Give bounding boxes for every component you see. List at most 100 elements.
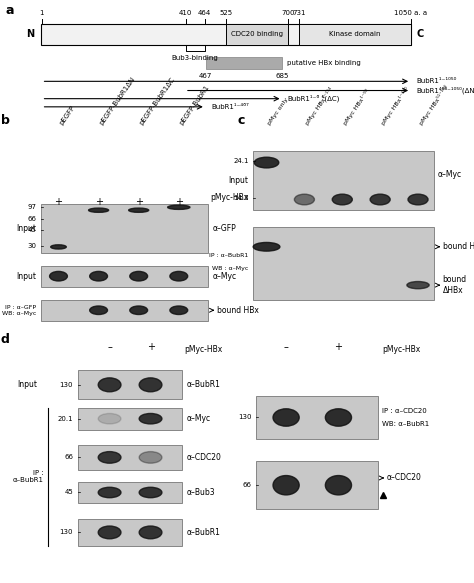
Text: IP : α–CDC20: IP : α–CDC20 (382, 409, 427, 415)
Text: +: + (135, 196, 143, 207)
Text: +: + (175, 196, 183, 207)
Bar (253, 227, 434, 300)
Text: N: N (26, 29, 34, 40)
Text: pMyc HBx¹⁻⁹⁰: pMyc HBx¹⁻⁹⁰ (342, 89, 371, 127)
Bar (78, 519, 182, 546)
Ellipse shape (130, 272, 147, 281)
Ellipse shape (139, 413, 162, 424)
Text: d: d (0, 333, 9, 346)
Ellipse shape (98, 526, 121, 539)
Text: 130: 130 (238, 415, 251, 420)
Text: pMyc HBx¹⁻¹⁰⁰: pMyc HBx¹⁻¹⁰⁰ (380, 86, 410, 127)
Text: putative HBx binding: putative HBx binding (287, 60, 361, 66)
Ellipse shape (254, 157, 279, 168)
Bar (41, 204, 208, 253)
Ellipse shape (90, 306, 108, 314)
Text: WB: α–BubR1: WB: α–BubR1 (382, 420, 429, 427)
Bar (41, 266, 208, 287)
Ellipse shape (325, 409, 352, 426)
Text: α–Myc: α–Myc (212, 272, 237, 280)
Text: 525: 525 (219, 10, 233, 16)
Ellipse shape (370, 194, 390, 205)
Text: +: + (55, 196, 63, 207)
Text: 66: 66 (242, 482, 251, 488)
Text: C: C (416, 29, 424, 40)
Ellipse shape (128, 208, 149, 212)
Text: 130: 130 (60, 382, 73, 388)
Text: a: a (6, 4, 14, 17)
Text: 45: 45 (27, 227, 36, 233)
Bar (255, 461, 378, 510)
Text: α–BubR1: α–BubR1 (187, 380, 221, 389)
Text: 97: 97 (27, 204, 36, 210)
Text: +: + (146, 342, 155, 353)
Text: pEGFP-BubR1ΔN: pEGFP-BubR1ΔN (99, 76, 137, 127)
Bar (41, 300, 208, 321)
Bar (206, 57, 283, 69)
Bar (226, 24, 288, 45)
Text: α–Myc: α–Myc (438, 170, 462, 179)
Text: Bub3-binding: Bub3-binding (172, 55, 219, 61)
Ellipse shape (98, 413, 121, 424)
Text: Input: Input (18, 380, 37, 389)
Ellipse shape (170, 272, 188, 281)
Bar (255, 396, 378, 439)
Text: b: b (0, 114, 9, 128)
Text: bound
ΔHBx: bound ΔHBx (443, 275, 466, 295)
Text: 24.1: 24.1 (233, 159, 249, 164)
Ellipse shape (168, 205, 190, 209)
Text: BubR1¹⁻¹⁰⁵⁰: BubR1¹⁻¹⁰⁵⁰ (416, 78, 457, 85)
Text: 14.3: 14.3 (233, 195, 249, 201)
Text: pEGFP: pEGFP (58, 105, 76, 127)
Text: WB : α–Myc: WB : α–Myc (212, 266, 249, 271)
Text: pMyc-HBx: pMyc-HBx (210, 193, 248, 202)
Text: BubR1¹⁻⁴⁶⁷: BubR1¹⁻⁴⁶⁷ (211, 104, 249, 110)
Bar (78, 445, 182, 469)
Text: IP : α–GFP: IP : α–GFP (5, 304, 36, 310)
Text: –: – (107, 342, 112, 353)
Text: Input: Input (16, 224, 36, 233)
Ellipse shape (130, 306, 147, 314)
Ellipse shape (98, 378, 121, 392)
Text: 45: 45 (64, 490, 73, 496)
Text: 731: 731 (292, 10, 305, 16)
Text: pMyc-HBx: pMyc-HBx (185, 345, 223, 354)
Bar (41, 24, 411, 45)
Text: 467: 467 (199, 73, 212, 79)
Ellipse shape (50, 272, 67, 281)
Text: 1050 a. a: 1050 a. a (394, 10, 428, 16)
Text: IP :
α–BubR1: IP : α–BubR1 (13, 470, 44, 483)
Text: WB: α–Myc: WB: α–Myc (2, 311, 36, 316)
Text: pMyc only: pMyc only (266, 97, 289, 126)
Text: +: + (95, 196, 102, 207)
Text: bound HBx: bound HBx (217, 305, 258, 315)
Text: α–Bub3: α–Bub3 (187, 488, 216, 497)
Bar (253, 150, 434, 210)
Bar (78, 370, 182, 399)
Text: 700: 700 (281, 10, 294, 16)
Text: 66: 66 (27, 216, 36, 222)
Text: +: + (335, 342, 342, 353)
Text: α–Myc: α–Myc (187, 414, 211, 423)
Text: α–CDC20: α–CDC20 (386, 473, 421, 483)
Ellipse shape (90, 272, 108, 281)
Text: CDC20 binding: CDC20 binding (231, 31, 283, 37)
Text: pMyc HBx¹⁻¹⁵⁴: pMyc HBx¹⁻¹⁵⁴ (304, 86, 335, 127)
Text: 410: 410 (179, 10, 192, 16)
Ellipse shape (139, 526, 162, 539)
Text: c: c (237, 114, 245, 128)
Text: pMyc HBx⁵¹⁻¹⁵⁴: pMyc HBx⁵¹⁻¹⁵⁴ (418, 85, 450, 127)
Ellipse shape (89, 208, 109, 212)
Ellipse shape (407, 282, 429, 289)
Ellipse shape (253, 243, 280, 251)
Ellipse shape (51, 245, 66, 249)
Text: 30: 30 (27, 244, 36, 250)
Text: Kinase domain: Kinase domain (329, 31, 381, 37)
Text: bound HBx: bound HBx (443, 243, 474, 251)
Ellipse shape (139, 452, 162, 463)
Ellipse shape (294, 194, 314, 205)
Ellipse shape (273, 409, 299, 426)
Bar (78, 408, 182, 430)
Ellipse shape (332, 194, 352, 205)
Text: Input: Input (229, 176, 249, 185)
